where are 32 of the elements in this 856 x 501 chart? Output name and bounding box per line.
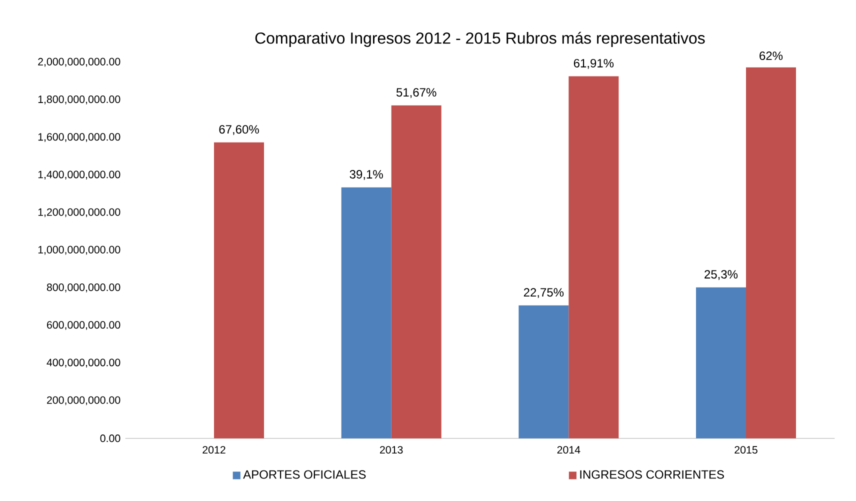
legend-label: APORTES OFICIALES <box>243 470 366 479</box>
bar <box>391 105 442 438</box>
y-tick-label: 1,400,000,000.00 <box>38 170 120 180</box>
annotation: 67,60% <box>219 125 259 136</box>
x-tick-label: 2012 <box>202 446 226 454</box>
y-tick-label: 200,000,000.00 <box>47 396 120 406</box>
annotation: 25,3% <box>704 270 738 280</box>
bar <box>214 142 264 438</box>
bar <box>341 187 392 438</box>
x-tick-label: 2014 <box>557 446 580 454</box>
y-tick-label: 1,800,000,000.00 <box>38 96 120 104</box>
y-tick-label: 400,000,000.00 <box>46 358 120 368</box>
chart-title: Comparativo Ingresos 2012 - 2015 Rubros más representativos <box>255 32 705 47</box>
y-tick-label: 1,600,000,000.00 <box>38 133 120 142</box>
annotation: 22,75% <box>524 288 564 298</box>
annotation: 62% <box>760 52 783 60</box>
bar <box>518 305 569 438</box>
annotation: 39,1% <box>350 170 383 180</box>
y-tick-label: 1,000,000,000.00 <box>38 246 120 255</box>
y-tick-label: 600,000,000.00 <box>47 321 120 330</box>
x-tick-label: 2013 <box>380 446 403 454</box>
x-tick-label: 2015 <box>734 446 758 454</box>
bar <box>746 67 796 438</box>
y-tick-label: 800,000,000.00 <box>46 284 120 292</box>
annotation: 61,91% <box>574 58 614 69</box>
annotation: 51,67% <box>396 88 436 98</box>
y-tick-label: 2,000,000,000.00 <box>38 58 120 67</box>
y-tick-label: 0.00 <box>100 434 120 442</box>
y-tick-label: 1,200,000,000.00 <box>38 208 120 218</box>
legend-label: INGRESOS CORRIENTES <box>580 470 724 479</box>
bar <box>568 76 619 438</box>
bar <box>696 287 746 438</box>
